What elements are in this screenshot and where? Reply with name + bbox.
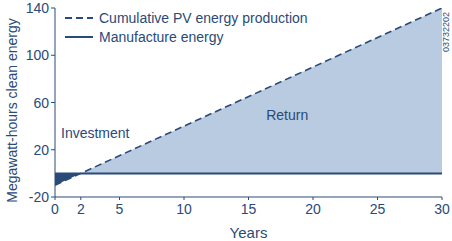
x-tick-label: 30 bbox=[434, 201, 450, 217]
legend-swatch bbox=[65, 36, 93, 38]
y-tick bbox=[51, 102, 55, 103]
series-line bbox=[55, 8, 442, 185]
annotation: Return bbox=[266, 107, 308, 123]
x-tick-label: 2 bbox=[77, 201, 85, 217]
y-tick-label: -20 bbox=[29, 189, 49, 205]
x-tick-label: 5 bbox=[116, 201, 124, 217]
x-tick bbox=[377, 197, 378, 200]
y-tick-label: 140 bbox=[26, 0, 50, 16]
legend-swatch bbox=[65, 17, 93, 19]
y-axis-label: Megawatt-hours clean energy bbox=[4, 18, 20, 202]
x-tick-label: 0 bbox=[51, 201, 59, 217]
legend-label: Manufacture energy bbox=[99, 29, 224, 45]
y-tick-label: 60 bbox=[33, 95, 49, 111]
x-tick bbox=[80, 197, 81, 200]
x-tick-label: 20 bbox=[305, 201, 321, 217]
x-tick bbox=[442, 197, 443, 200]
x-tick bbox=[313, 197, 314, 200]
y-tick bbox=[51, 55, 55, 56]
plot-area bbox=[55, 8, 442, 185]
figure-id: 03732202 bbox=[441, 12, 451, 52]
x-tick-label: 25 bbox=[370, 201, 386, 217]
chart: -2020601001400251015202530YearsMegawatt-… bbox=[0, 0, 452, 241]
x-tick bbox=[184, 197, 185, 200]
legend-label: Cumulative PV energy production bbox=[99, 10, 308, 26]
y-tick-label: 100 bbox=[26, 47, 50, 63]
x-tick bbox=[119, 197, 120, 200]
y-tick bbox=[51, 8, 55, 9]
annotation: Investment bbox=[61, 125, 130, 141]
x-tick-label: 10 bbox=[176, 201, 192, 217]
x-tick-label: 15 bbox=[241, 201, 257, 217]
return-area bbox=[55, 8, 442, 173]
y-tick bbox=[51, 197, 55, 198]
x-axis-label: Years bbox=[230, 224, 268, 241]
investment-area bbox=[55, 173, 442, 185]
x-tick bbox=[248, 197, 249, 200]
x-tick bbox=[55, 197, 56, 200]
series-line bbox=[55, 172, 442, 174]
y-tick-label: 20 bbox=[33, 142, 49, 158]
y-tick bbox=[51, 149, 55, 150]
